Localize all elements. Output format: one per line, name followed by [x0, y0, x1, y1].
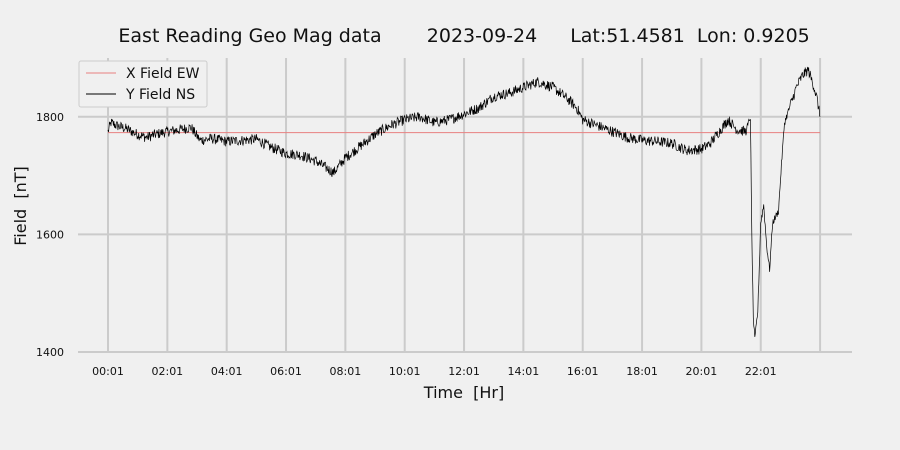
- x-tick-label: 06:01: [270, 365, 302, 378]
- y-axis-label: Field [nT]: [11, 166, 30, 246]
- grid: [78, 58, 852, 353]
- x-tick-label: 08:01: [330, 365, 362, 378]
- x-tick-label: 12:01: [448, 365, 480, 378]
- y-tick-label: 1400: [36, 346, 64, 359]
- x-tick-label: 00:01: [92, 365, 124, 378]
- x-axis-label: Time [Hr]: [423, 383, 504, 402]
- series-line-y-field-ns: [107, 66, 821, 337]
- chart-title: East Reading Geo Mag data: [118, 25, 381, 47]
- y-tick-label: 1600: [36, 228, 64, 241]
- x-tick-label: 04:01: [211, 365, 243, 378]
- x-tick-label: 18:01: [626, 365, 658, 378]
- x-tick-label: 02:01: [151, 365, 183, 378]
- x-tick-label: 10:01: [389, 365, 421, 378]
- x-tick-label: 14:01: [508, 365, 540, 378]
- legend-label-y-field: Y Field NS: [125, 87, 195, 103]
- y-tick-label: 1800: [36, 111, 64, 124]
- tick-labels: 00:01 02:01 04:01 06:01 08:01 10:01 12:01 14:01…: [36, 111, 777, 378]
- chart-date: 2023-09-24: [427, 25, 537, 47]
- x-tick-label: 20:01: [686, 365, 718, 378]
- chart-location: Lat:51.4581 Lon: 0.9205: [570, 25, 810, 47]
- x-tick-label: 22:01: [745, 365, 777, 378]
- legend-label-x-field: X Field EW: [126, 66, 200, 82]
- legend: X Field EW Y Field NS: [78, 60, 208, 108]
- x-tick-label: 16:01: [567, 365, 599, 378]
- series-layer: [107, 66, 821, 337]
